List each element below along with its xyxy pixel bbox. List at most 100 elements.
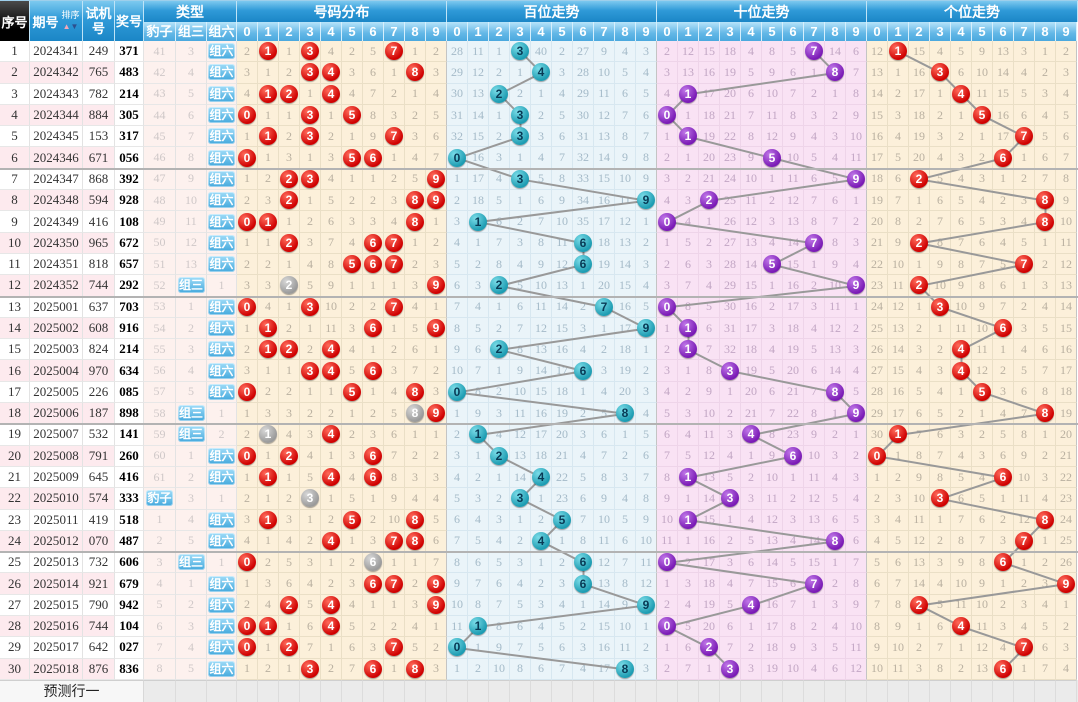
digit-header[interactable]: 3: [930, 22, 951, 41]
digit-header[interactable]: 7: [384, 22, 405, 41]
digit-header[interactable]: 6: [993, 22, 1014, 41]
bai-cell: 4: [489, 530, 510, 553]
footer-cell: [447, 679, 468, 702]
digit-header[interactable]: 6: [783, 22, 804, 41]
ge-cell: 1: [888, 424, 909, 446]
digit-header[interactable]: 5: [972, 22, 993, 41]
digit-header[interactable]: 4: [321, 22, 342, 41]
bai-cell: 32: [447, 126, 468, 148]
digit-header[interactable]: 6: [573, 22, 594, 41]
sort-asc-icon[interactable]: ▲: [62, 22, 71, 31]
table-row: 4 2024344 884 305 44 6 组六 0 1 1 3 1 5 8 3 2 5 31 14 1 3 2 5 30 1…: [0, 104, 1078, 127]
digit-header[interactable]: 9: [426, 22, 447, 41]
bai-cell: 30: [573, 104, 594, 127]
number-ball: 1: [679, 84, 697, 103]
digit-header[interactable]: 4: [741, 22, 762, 41]
digit-header[interactable]: 9: [846, 22, 867, 41]
bai-cell: 8: [594, 466, 615, 489]
digit-header[interactable]: 8: [405, 22, 426, 41]
digit-header[interactable]: 1: [888, 22, 909, 41]
test-cell: 574: [83, 488, 115, 510]
digit-header[interactable]: 1: [258, 22, 279, 41]
ge-cell: 8: [1035, 509, 1056, 531]
digit-header[interactable]: 9: [1056, 22, 1077, 41]
number-ball: 8: [1036, 212, 1054, 231]
bai-cell: 2: [489, 445, 510, 467]
sort-desc-icon[interactable]: ▼: [70, 22, 79, 31]
shi-cell: 5: [741, 62, 762, 84]
digit-header[interactable]: 3: [510, 22, 531, 41]
shi-cell: 21: [720, 104, 741, 127]
digit-header[interactable]: 7: [804, 22, 825, 41]
digit-header[interactable]: 5: [342, 22, 363, 41]
number-ball: 3: [721, 659, 739, 678]
dist-cell: 3: [426, 62, 447, 84]
footer-cell: [1014, 679, 1035, 702]
shi-cell: 4: [657, 381, 678, 404]
number-ball: 3: [721, 361, 739, 380]
digit-header[interactable]: 8: [615, 22, 636, 41]
digit-header[interactable]: 9: [636, 22, 657, 41]
digit-header[interactable]: 8: [825, 22, 846, 41]
ge-cell: 12: [972, 360, 993, 382]
digit-header[interactable]: 2: [699, 22, 720, 41]
digit-header[interactable]: 5: [552, 22, 573, 41]
dist-cell: 1: [342, 403, 363, 425]
digit-header[interactable]: 8: [1035, 22, 1056, 41]
digit-header[interactable]: 0: [867, 22, 888, 41]
bai-cell: 12: [552, 253, 573, 276]
digit-header[interactable]: 4: [531, 22, 552, 41]
type-cell: 5: [176, 381, 207, 404]
digit-header[interactable]: 1: [468, 22, 489, 41]
footer-cell: [678, 679, 699, 702]
digit-header[interactable]: 3: [720, 22, 741, 41]
digit-header[interactable]: 4: [951, 22, 972, 41]
dist-cell: 4: [405, 616, 426, 638]
bai-cell: 3: [573, 637, 594, 659]
bai-cell: 9: [594, 488, 615, 510]
number-ball: 4: [322, 617, 340, 636]
digit-header[interactable]: 2: [279, 22, 300, 41]
sort-control[interactable]: 排序 ▲▼: [62, 11, 80, 32]
shi-cell: 1: [762, 275, 783, 297]
dist-cell: 8: [405, 211, 426, 233]
bai-cell: 19: [615, 360, 636, 382]
digit-header[interactable]: 5: [762, 22, 783, 41]
digit-header[interactable]: 6: [363, 22, 384, 41]
ge-cell: 3: [930, 62, 951, 84]
digit-header[interactable]: 0: [447, 22, 468, 41]
digit-header[interactable]: 0: [657, 22, 678, 41]
dist-cell: 0: [237, 211, 258, 233]
digit-header[interactable]: 1: [678, 22, 699, 41]
footer-cell: [279, 679, 300, 702]
type-cell: 组六: [207, 594, 237, 617]
ge-cell: 2: [993, 190, 1014, 212]
bai-cell: 2: [573, 616, 594, 638]
digit-header[interactable]: 7: [1014, 22, 1035, 41]
type-cell: 5: [176, 530, 207, 553]
ge-cell: 26: [1056, 552, 1077, 574]
shi-cell: 11: [825, 296, 846, 318]
ge-cell: 15: [867, 104, 888, 127]
dist-cell: 3: [258, 190, 279, 212]
ge-cell: 4: [1035, 104, 1056, 127]
digit-header[interactable]: 7: [594, 22, 615, 41]
digit-header[interactable]: 3: [300, 22, 321, 41]
number-ball: 0: [448, 148, 466, 167]
dist-cell: 1: [342, 275, 363, 297]
digit-header[interactable]: 2: [909, 22, 930, 41]
table-row: 18 2025006 187 898 58 组三 1 1 3 3 2 2 1 2 5 8 9 1 9 3 11 16 19 2…: [0, 403, 1078, 425]
digit-header[interactable]: 2: [489, 22, 510, 41]
type-cell: 53: [144, 296, 176, 318]
ge-cell: 1: [972, 403, 993, 425]
digit-header[interactable]: 0: [237, 22, 258, 41]
bai-cell: 2: [636, 360, 657, 382]
bai-cell: 7: [636, 126, 657, 148]
bai-cell: 1: [468, 445, 489, 467]
ge-cell: 23: [1056, 488, 1077, 510]
dist-cell: 2: [279, 275, 300, 297]
shi-cell: 11: [657, 530, 678, 553]
bai-cell: 9: [468, 403, 489, 425]
shi-cell: 18: [783, 317, 804, 340]
